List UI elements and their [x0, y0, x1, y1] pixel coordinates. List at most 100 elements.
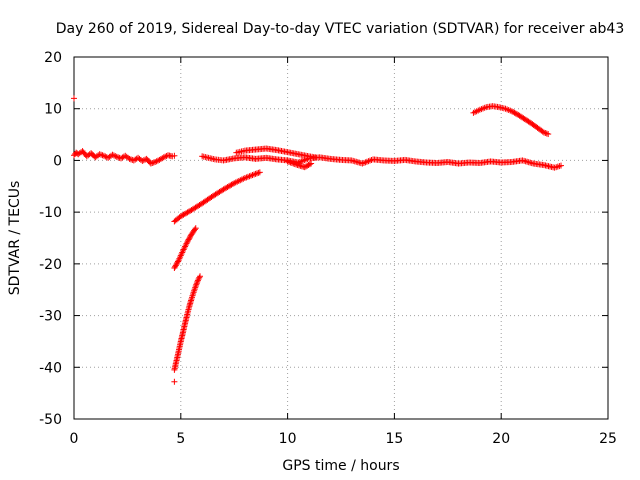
- y-tick-label: 0: [53, 153, 62, 169]
- data-point: [98, 151, 105, 158]
- data-point: [301, 164, 308, 171]
- data-point: [540, 129, 547, 136]
- data-point: [539, 128, 546, 135]
- data-point: [184, 237, 191, 244]
- series-arc-5: [284, 158, 315, 171]
- data-point: [193, 280, 200, 287]
- data-point: [172, 263, 179, 270]
- data-point: [290, 160, 297, 167]
- data-point: [194, 277, 201, 284]
- data-point: [195, 276, 202, 283]
- data-point: [109, 151, 116, 158]
- data-point: [252, 170, 259, 177]
- data-point: [150, 159, 157, 166]
- data-point: [113, 153, 120, 160]
- data-point: [112, 153, 119, 160]
- x-axis-title: GPS time / hours: [282, 458, 399, 474]
- data-point: [543, 130, 550, 137]
- series-arc-6: [171, 169, 263, 225]
- data-point: [149, 160, 156, 167]
- data-point: [256, 169, 263, 176]
- data-point: [286, 158, 293, 165]
- data-point: [288, 160, 295, 167]
- data-point: [510, 109, 517, 116]
- y-tick-label: 20: [44, 50, 62, 66]
- data-point: [253, 170, 260, 177]
- data-point: [160, 154, 167, 161]
- series-arc-9: [171, 378, 178, 385]
- data-point: [179, 247, 186, 254]
- data-point: [174, 259, 181, 266]
- chart-title: Day 260 of 2019, Sidereal Day-to-day VTE…: [56, 21, 625, 37]
- data-point: [173, 261, 180, 268]
- data-point: [511, 109, 518, 116]
- data-point: [71, 95, 77, 102]
- data-point: [291, 161, 298, 168]
- axis-ticks: 0 5 10 15 20 25 -50 -40 -30 -20 -10 0 10 20: [39, 50, 617, 447]
- y-tick-label: -50: [39, 412, 62, 428]
- data-point: [194, 278, 201, 285]
- x-tick-label: 25: [599, 431, 617, 447]
- data-point: [191, 226, 198, 233]
- data-point: [162, 153, 169, 160]
- y-axis-title: SDTVAR / TECUs: [7, 181, 23, 296]
- data-point: [187, 233, 194, 240]
- data-point: [192, 225, 199, 232]
- data-point: [185, 236, 192, 243]
- x-tick-label: 0: [70, 431, 79, 447]
- data-point: [305, 161, 312, 168]
- series-arc-4: [233, 145, 319, 161]
- data-point: [255, 169, 262, 176]
- data-point: [174, 258, 181, 265]
- data-point: [152, 158, 159, 165]
- series-arc-2: [71, 95, 77, 102]
- data-point: [312, 154, 319, 161]
- data-point: [139, 157, 146, 164]
- data-point: [99, 152, 106, 159]
- data-point: [197, 273, 204, 280]
- data-point: [171, 264, 178, 271]
- x-tick-label: 10: [279, 431, 297, 447]
- series-arc-10: [470, 103, 552, 138]
- data-point: [172, 262, 179, 269]
- data-point: [186, 235, 193, 242]
- data-point: [308, 160, 315, 167]
- x-tick-label: 5: [176, 431, 185, 447]
- y-tick-label: -30: [39, 309, 62, 325]
- y-tick-label: -40: [39, 360, 62, 376]
- data-point: [100, 152, 107, 159]
- data-point: [153, 158, 160, 165]
- data-point: [110, 152, 117, 159]
- series-arc-8: [171, 273, 204, 373]
- data-point: [284, 158, 291, 165]
- x-tick-label: 20: [492, 431, 510, 447]
- data-point: [182, 243, 189, 250]
- data-point: [558, 162, 565, 169]
- data-point: [96, 151, 103, 158]
- data-marks: [71, 95, 565, 385]
- data-point: [193, 281, 200, 288]
- plot-frame: [73, 56, 609, 420]
- series-arc-1: [71, 148, 178, 167]
- x-tick-label: 15: [385, 431, 403, 447]
- data-point: [545, 131, 552, 138]
- data-point: [147, 160, 154, 167]
- data-point: [196, 274, 203, 281]
- data-point: [182, 242, 189, 249]
- grid: [74, 57, 608, 419]
- series-arc-7: [171, 225, 199, 271]
- series-arc-3: [199, 153, 565, 171]
- y-tick-label: -20: [39, 257, 62, 273]
- data-point: [183, 240, 190, 247]
- data-point: [542, 130, 549, 137]
- data-point: [126, 155, 133, 162]
- data-point: [180, 246, 187, 253]
- data-point: [171, 152, 178, 159]
- y-tick-label: 10: [44, 102, 62, 118]
- data-point: [192, 283, 199, 290]
- data-point: [306, 161, 313, 168]
- data-point: [304, 162, 311, 169]
- data-point: [508, 108, 515, 115]
- y-tick-label: -10: [39, 205, 62, 221]
